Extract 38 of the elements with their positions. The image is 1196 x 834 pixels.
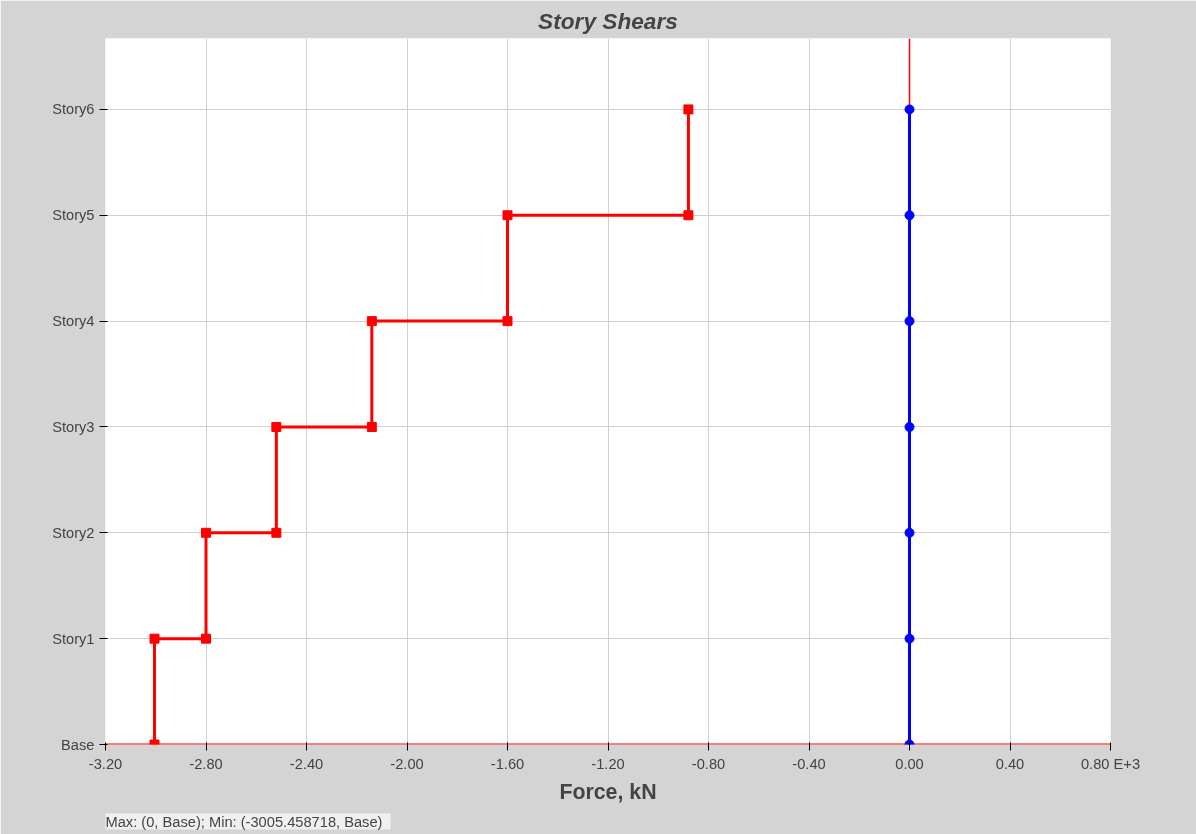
point: [201, 633, 211, 644]
chart-title: Story Shears: [538, 7, 678, 34]
point: [683, 104, 694, 115]
x-tick-label: 0.40: [995, 755, 1025, 772]
x-tick-label: -1.20: [591, 755, 625, 772]
y-tick-label: Story5: [52, 207, 95, 224]
y-tick-label: Story2: [52, 524, 95, 541]
point: [366, 421, 377, 432]
point: [502, 316, 513, 327]
x-tick-label: 0.00: [895, 755, 924, 772]
y-tick-label: Story6: [52, 101, 95, 118]
x-tick-label: -2.00: [390, 755, 424, 772]
x-tick-label: 0.80 E+3: [1080, 755, 1141, 772]
text: Max: (0, Base); Min: (-3005.458718, Base): [105, 813, 383, 830]
point: [904, 527, 915, 538]
x-tick-label: -3.20: [88, 755, 123, 772]
point: [271, 421, 282, 432]
point: [904, 316, 915, 327]
point: [904, 421, 915, 432]
x-tick-label: -2.80: [189, 755, 223, 772]
point: [904, 210, 915, 221]
y-tick-label: Story1: [52, 630, 95, 647]
point: [149, 633, 160, 644]
point: [502, 210, 513, 221]
point: [683, 210, 694, 221]
x-tick-label: -0.40: [792, 755, 826, 772]
point: [904, 104, 915, 115]
point: [201, 527, 211, 538]
y-tick-label: Base: [61, 736, 95, 753]
point: [271, 527, 282, 538]
y-tick-label: Story4: [52, 313, 95, 330]
x-tick-label: -0.80: [691, 755, 726, 772]
x-tick-label: -2.40: [289, 755, 324, 772]
x-tick-label: -1.60: [490, 755, 525, 772]
x-axis-title: Force, kN: [559, 779, 657, 804]
point: [904, 633, 915, 644]
point: [366, 316, 377, 327]
y-tick-label: Story3: [52, 418, 95, 435]
